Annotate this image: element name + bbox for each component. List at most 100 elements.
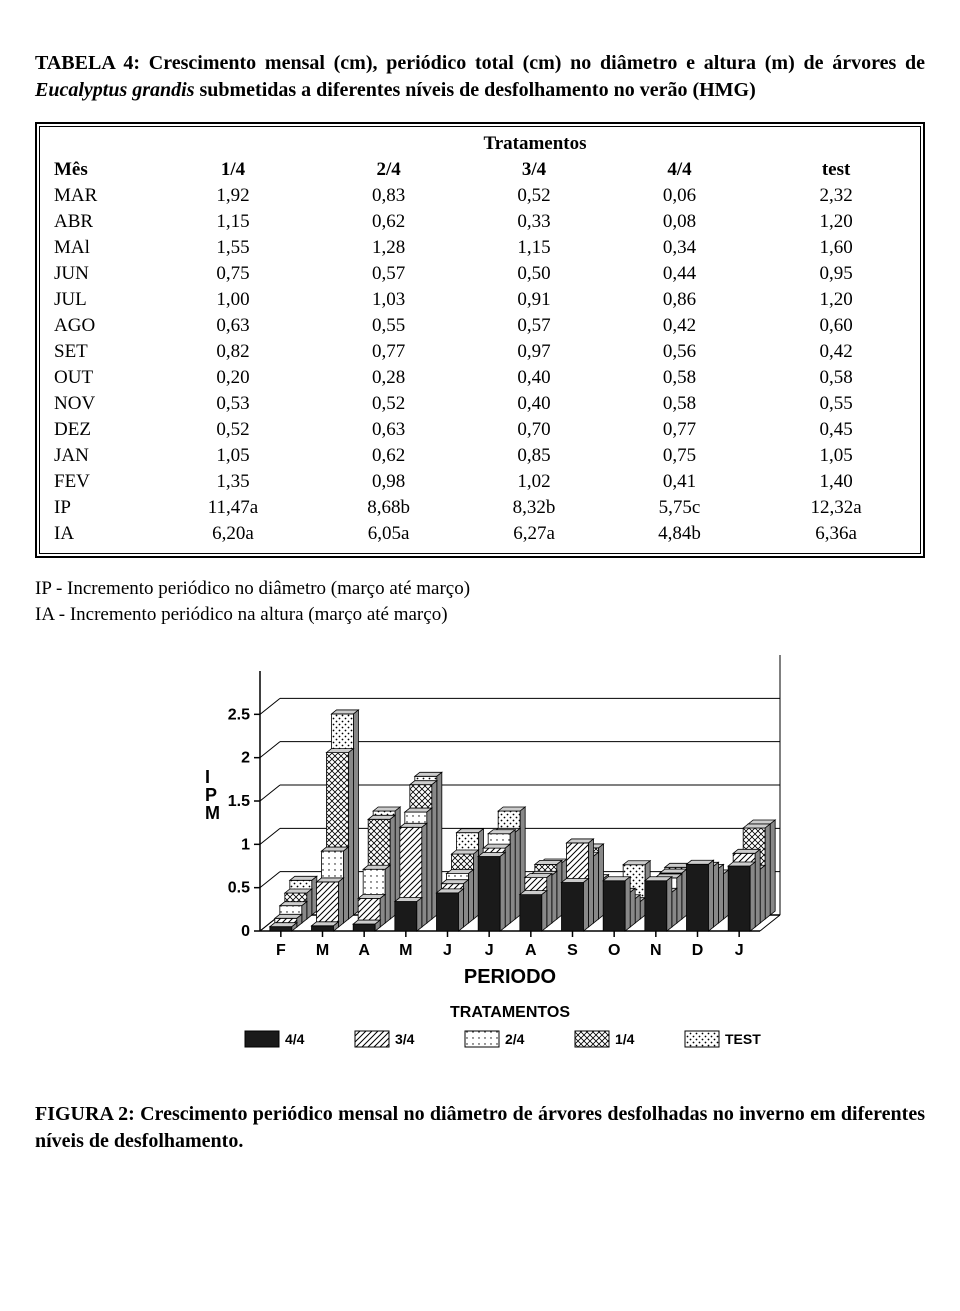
svg-text:4/4: 4/4 bbox=[285, 1031, 305, 1047]
svg-text:A: A bbox=[525, 942, 537, 959]
table-cell: 8,32b bbox=[461, 495, 606, 521]
svg-text:J: J bbox=[485, 942, 494, 959]
title-suffix: submetidas a diferentes níveis de desfol… bbox=[194, 79, 755, 101]
table-cell: 0,97 bbox=[461, 339, 606, 365]
table-cell: 1,15 bbox=[150, 209, 316, 235]
row-label: IA bbox=[40, 521, 150, 547]
svg-text:2/4: 2/4 bbox=[505, 1031, 525, 1047]
table-cell: 0,55 bbox=[752, 391, 920, 417]
table-cell: 0,52 bbox=[150, 417, 316, 443]
row-label: JAN bbox=[40, 443, 150, 469]
figure-caption: FIGURA 2: Crescimento periódico mensal n… bbox=[35, 1101, 925, 1155]
table-cell: 0,56 bbox=[607, 339, 752, 365]
title-prefix: TABELA 4: Crescimento mensal (cm), perió… bbox=[35, 52, 925, 74]
table-cell: 1,20 bbox=[752, 287, 920, 313]
table-super-header: Tratamentos bbox=[150, 131, 920, 157]
svg-text:M: M bbox=[316, 942, 329, 959]
table-cell: 0,63 bbox=[150, 313, 316, 339]
svg-text:PERIODO: PERIODO bbox=[464, 966, 556, 988]
table-cell: 0,28 bbox=[316, 365, 461, 391]
table-cell: 0,75 bbox=[607, 443, 752, 469]
table-cell: 1,05 bbox=[150, 443, 316, 469]
table-row: SET0,820,770,970,560,42 bbox=[40, 339, 920, 365]
table-cell: 0,52 bbox=[316, 391, 461, 417]
svg-text:0: 0 bbox=[241, 923, 250, 940]
table-cell: 0,34 bbox=[607, 235, 752, 261]
table-cell: 0,33 bbox=[461, 209, 606, 235]
row-label: JUL bbox=[40, 287, 150, 313]
table-cell: 0,08 bbox=[607, 209, 752, 235]
table-cell: 0,57 bbox=[316, 261, 461, 287]
table-cell: 0,52 bbox=[461, 183, 606, 209]
table-cell: 1,60 bbox=[752, 235, 920, 261]
table-row: MAR1,920,830,520,062,32 bbox=[40, 183, 920, 209]
svg-text:J: J bbox=[443, 942, 452, 959]
table-row: MAl1,551,281,150,341,60 bbox=[40, 235, 920, 261]
row-label: FEV bbox=[40, 469, 150, 495]
svg-text:1.5: 1.5 bbox=[228, 793, 250, 810]
table-cell: 1,15 bbox=[461, 235, 606, 261]
chart-container: 00.511.522.5IPMFMAMJJASONDJPERIODOTRATAM… bbox=[170, 651, 790, 1071]
data-table-frame: Tratamentos Mês1/42/43/44/4test MAR1,920… bbox=[35, 122, 925, 558]
table-cell: 1,40 bbox=[752, 469, 920, 495]
svg-text:P: P bbox=[205, 785, 217, 805]
table-cell: 8,68b bbox=[316, 495, 461, 521]
table-row: JUN0,750,570,500,440,95 bbox=[40, 261, 920, 287]
table-cell: 2,32 bbox=[752, 183, 920, 209]
note-ia: IA - Incremento periódico na altura (mar… bbox=[35, 602, 925, 628]
row-label: SET bbox=[40, 339, 150, 365]
table-cell: 0,40 bbox=[461, 365, 606, 391]
table-cell: 0,58 bbox=[752, 365, 920, 391]
table-notes: IP - Incremento periódico no diâmetro (m… bbox=[35, 576, 925, 627]
table-row: AGO0,630,550,570,420,60 bbox=[40, 313, 920, 339]
table-cell: 5,75c bbox=[607, 495, 752, 521]
table-cell: 0,77 bbox=[607, 417, 752, 443]
row-label: OUT bbox=[40, 365, 150, 391]
table-cell: 0,58 bbox=[607, 365, 752, 391]
col-mes: Mês bbox=[40, 157, 150, 183]
col-1-4: 1/4 bbox=[150, 157, 316, 183]
table-cell: 0,91 bbox=[461, 287, 606, 313]
svg-text:1: 1 bbox=[241, 837, 250, 854]
row-label: MAl bbox=[40, 235, 150, 261]
table-cell: 0,60 bbox=[752, 313, 920, 339]
table-cell: 0,82 bbox=[150, 339, 316, 365]
table-row: DEZ0,520,630,700,770,45 bbox=[40, 417, 920, 443]
table-cell: 0,50 bbox=[461, 261, 606, 287]
table-cell: 1,20 bbox=[752, 209, 920, 235]
bar-chart: 00.511.522.5IPMFMAMJJASONDJPERIODOTRATAM… bbox=[170, 651, 790, 1071]
row-label: MAR bbox=[40, 183, 150, 209]
table-cell: 0,44 bbox=[607, 261, 752, 287]
table-cell: 1,28 bbox=[316, 235, 461, 261]
table-cell: 0,42 bbox=[752, 339, 920, 365]
table-cell: 6,05a bbox=[316, 521, 461, 547]
table-cell: 0,57 bbox=[461, 313, 606, 339]
table-cell: 0,83 bbox=[316, 183, 461, 209]
table-cell: 0,63 bbox=[316, 417, 461, 443]
note-ip: IP - Incremento periódico no diâmetro (m… bbox=[35, 576, 925, 602]
table-cell: 0,62 bbox=[316, 209, 461, 235]
table-cell: 0,62 bbox=[316, 443, 461, 469]
table-cell: 6,36a bbox=[752, 521, 920, 547]
svg-text:F: F bbox=[276, 942, 286, 959]
svg-text:2.5: 2.5 bbox=[228, 707, 250, 724]
svg-text:A: A bbox=[358, 942, 370, 959]
row-label: NOV bbox=[40, 391, 150, 417]
svg-text:D: D bbox=[692, 942, 704, 959]
svg-text:2: 2 bbox=[241, 750, 250, 767]
table-cell: 0,75 bbox=[150, 261, 316, 287]
table-cell: 0,20 bbox=[150, 365, 316, 391]
table-cell: 4,84b bbox=[607, 521, 752, 547]
table-cell: 1,03 bbox=[316, 287, 461, 313]
svg-text:J: J bbox=[735, 942, 744, 959]
table-cell: 0,85 bbox=[461, 443, 606, 469]
table-cell: 12,32a bbox=[752, 495, 920, 521]
table-cell: 0,40 bbox=[461, 391, 606, 417]
table-cell: 0,58 bbox=[607, 391, 752, 417]
col-4-4: 4/4 bbox=[607, 157, 752, 183]
table-cell: 0,53 bbox=[150, 391, 316, 417]
table-cell: 0,98 bbox=[316, 469, 461, 495]
row-label: ABR bbox=[40, 209, 150, 235]
svg-text:0.5: 0.5 bbox=[228, 880, 250, 897]
svg-text:M: M bbox=[205, 803, 220, 823]
